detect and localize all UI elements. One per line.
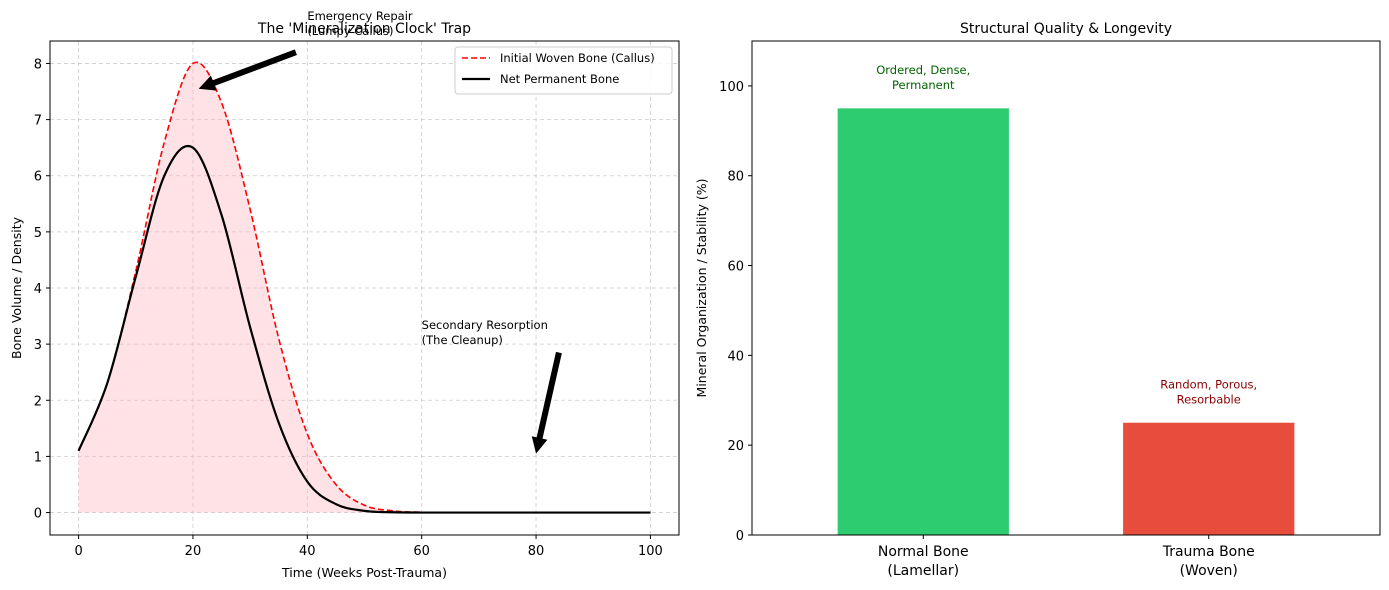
woven-bone-fill-area (78, 62, 651, 513)
y-tick-label-2: 2 (34, 394, 42, 409)
annotation-arrowhead-secondary-resorption (531, 436, 548, 454)
right-y-tick-label-20: 20 (727, 439, 744, 454)
annotation-arrowhead-emergency-repair (198, 75, 217, 91)
bar-trauma-bone (1123, 422, 1295, 535)
y-tick-label-1: 1 (34, 450, 42, 465)
left-chart: 0 20 40 60 80 100 0 1 2 3 4 5 6 7 8 The 'Mineralizatio… (9, 9, 680, 580)
left-y-axis-label: Bone Volume / Density (9, 216, 24, 359)
annotation-text-emergency-repair: Emergency Repair (Lumpy Callus) (307, 9, 413, 38)
y-tick-label-4: 4 (34, 282, 42, 297)
right-y-tick-label-60: 60 (727, 260, 744, 275)
annotation-arrow-emergency-repair (210, 49, 297, 87)
annotation-text-secondary-resorption: Secondary Resorption (The Cleanup) (422, 318, 548, 347)
right-y-tick-label-0: 0 (736, 529, 744, 544)
right-y-tick-label-40: 40 (727, 349, 744, 364)
annotation-secondary-resorption: Secondary Resorption (The Cleanup) (422, 318, 562, 454)
right-chart-title: Structural Quality & Longevity (960, 21, 1172, 37)
x-tick-label-trauma-bone: Trauma Bone (Woven) (1162, 544, 1255, 579)
y-tick-label-5: 5 (34, 226, 42, 241)
bar-label-normal-bone: Ordered, Dense, Permanent (876, 63, 970, 92)
left-chart-title: The 'Mineralization Clock' Trap (257, 21, 471, 37)
legend-frame (454, 46, 673, 95)
y-tick-label-6: 6 (34, 170, 42, 185)
y-tick-label-7: 7 (34, 114, 42, 129)
annotation-emergency-repair: Emergency Repair (Lumpy Callus) (198, 9, 413, 91)
x-tick-label-60: 60 (413, 544, 430, 559)
right-y-axis-label: Mineral Organization / Stability (%) (694, 179, 709, 398)
y-tick-label-0: 0 (34, 507, 42, 522)
right-axis-ticks: 0 20 40 60 80 100 Normal Bone (Lamellar) Trauma … (719, 80, 1255, 579)
x-tick-label-0: 0 (74, 544, 82, 559)
right-y-tick-label-100: 100 (719, 80, 744, 95)
right-axes-frame (751, 40, 1381, 536)
x-tick-label-normal-bone: Normal Bone (Lamellar) (878, 544, 969, 579)
right-bars: Ordered, Dense, Permanent Random, Porous, R… (837, 63, 1295, 535)
series-line-net-permanent-bone (77, 145, 651, 514)
left-gridlines (50, 41, 679, 535)
y-tick-label-8: 8 (34, 57, 42, 72)
left-axis-ticks: 0 20 40 60 80 100 0 1 2 3 4 5 6 7 8 (34, 57, 663, 559)
right-y-tick-label-80: 80 (727, 170, 744, 185)
bar-normal-bone (837, 108, 1009, 535)
legend-label-woven-bone: Initial Woven Bone (Callus) (500, 51, 655, 65)
y-tick-label-3: 3 (34, 338, 42, 353)
left-x-axis-label: Time (Weeks Post-Trauma) (281, 565, 447, 580)
x-tick-label-80: 80 (528, 544, 545, 559)
annotation-arrow-secondary-resorption (536, 351, 562, 441)
bar-label-trauma-bone: Random, Porous, Resorbable (1160, 377, 1257, 406)
right-chart: Ordered, Dense, Permanent Random, Porous, R… (694, 21, 1381, 579)
legend: Initial Woven Bone (Callus) Net Permanen… (454, 46, 673, 95)
x-tick-label-20: 20 (185, 544, 202, 559)
legend-label-net-permanent-bone: Net Permanent Bone (500, 72, 619, 86)
x-tick-label-40: 40 (299, 544, 316, 559)
x-tick-label-100: 100 (638, 544, 663, 559)
